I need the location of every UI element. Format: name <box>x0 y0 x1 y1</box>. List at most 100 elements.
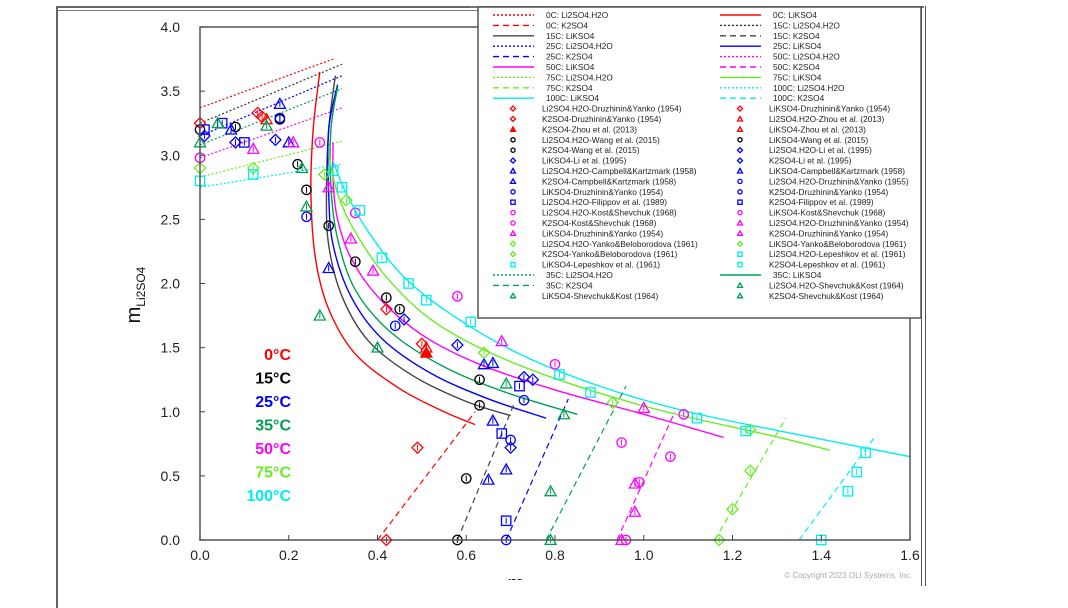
data-point-marker <box>495 334 509 347</box>
legend-marker-swatch <box>510 137 516 143</box>
series-line <box>456 401 516 540</box>
legend-label: 100C: Li2SO4.H2O <box>773 83 845 93</box>
y-tick-label: 2.5 <box>161 211 181 227</box>
legend-marker-swatch <box>737 209 743 216</box>
temperature-label: 0°C <box>264 347 291 364</box>
legend-label: Li2SO4.H2O-Shevchuk&Kost (1964) <box>769 280 904 290</box>
legend-label: 15C: Li2SO4.H2O <box>773 20 840 30</box>
y-tick-label: 3.0 <box>161 147 181 163</box>
legend-entry: 15C: Li2SO4.H2O <box>720 20 840 30</box>
legend-label: 75C: K2SO4 <box>546 83 593 93</box>
data-point <box>851 466 863 478</box>
legend-label: K2SO4-Campbell&Kartzmark (1958) <box>542 176 676 186</box>
legend-entry: 75C: K2SO4 <box>493 83 593 93</box>
data-point <box>247 169 259 180</box>
legend-marker-swatch <box>736 219 744 226</box>
data-point-marker <box>477 357 491 370</box>
data-point-marker <box>474 400 485 411</box>
legend-label: Li2SO4.H2O-Druzhinin&Yanko (1954) <box>769 218 909 228</box>
data-point-marker <box>499 376 513 389</box>
legend-label: Li2SO4.H2O-Druzhinin&Yanko (1954) <box>542 104 682 114</box>
data-point <box>336 181 348 193</box>
data-point <box>224 122 238 135</box>
legend-marker-swatch <box>736 157 744 165</box>
data-point <box>419 345 433 358</box>
series-line <box>798 437 875 540</box>
legend-label: 0C: Li2SO4.H2O <box>546 10 609 20</box>
legend-marker-swatch <box>510 189 516 195</box>
data-point <box>273 97 287 109</box>
data-point-marker <box>557 407 571 420</box>
legend-entry: Li2SO4.H2O-Wang et al. (2015) <box>510 135 660 145</box>
legend-entry: LiKSO4-Zhou et al. (2013) <box>736 124 866 134</box>
data-point <box>585 387 596 398</box>
legend-marker-swatch <box>737 199 743 205</box>
legend-entry: 35C: K2SO4 <box>493 280 593 290</box>
y-axis-title-main: m <box>123 307 145 324</box>
data-point-marker <box>349 256 361 268</box>
data-point-marker <box>450 338 464 352</box>
data-point <box>628 476 642 489</box>
data-point-marker <box>379 302 393 316</box>
data-point-marker <box>397 312 411 326</box>
legend-marker-swatch <box>509 291 517 299</box>
legend-label: 35C: Li2SO4.H2O <box>546 270 613 280</box>
legend-label: LiKSO4-Wang et al. (2015) <box>769 135 869 145</box>
legend-entry: K2SO4-Li et al. (1995) <box>736 156 852 166</box>
legend-label: Li2SO4.H2O-Wang et al. (2015) <box>542 135 660 145</box>
legend-entry: K2SO4-Druzhinin&Yanko (1954) <box>736 228 889 238</box>
data-point-marker <box>295 161 309 174</box>
legend-marker-swatch <box>510 199 516 205</box>
data-point <box>496 428 508 439</box>
data-point <box>726 502 739 516</box>
data-point-marker <box>549 358 561 370</box>
legend-label: K2SO4-Filippov et al. (1989) <box>769 197 874 207</box>
data-point-marker <box>504 441 518 455</box>
legend-entry: K2SO4-Lepeshkov et al. (1961) <box>737 260 885 270</box>
legend-marker-swatch <box>510 147 516 153</box>
data-point <box>269 133 282 147</box>
x-axis-title: mK2SO4 <box>507 573 563 580</box>
legend-marker-swatch <box>737 189 743 195</box>
data-point <box>397 312 411 326</box>
data-point <box>344 231 358 244</box>
legend-marker-swatch <box>736 229 744 237</box>
data-point <box>474 374 485 386</box>
legend-label: K2SO4-Li et al. (1995) <box>769 156 852 166</box>
y-tick-label: 0.0 <box>161 532 181 548</box>
data-point <box>486 413 500 426</box>
legend-label: K2SO4-Yanko&Beloborodova (1961) <box>542 249 678 259</box>
legend-label: K2SO4-Zhou et al. (2013) <box>542 124 637 134</box>
data-point <box>366 263 380 276</box>
data-point <box>394 303 406 315</box>
data-point <box>499 462 513 475</box>
legend-label: Li2SO4.H2O-Druzhinin&Yanko (1955) <box>769 176 909 186</box>
data-point <box>251 106 265 120</box>
legend-entry: LiKSO4-Druzhinin&Yanko (1954) <box>510 187 663 197</box>
legend-entry: K2SO4-Shevchuk&Kost (1964) <box>736 291 884 301</box>
data-point <box>637 401 651 413</box>
data-point-marker <box>247 169 259 180</box>
data-point-marker <box>269 133 282 147</box>
data-point <box>743 464 757 478</box>
data-point-marker <box>465 316 477 328</box>
y-tick-label: 2.0 <box>161 276 181 292</box>
legend-entry: K2SO4-Druzhinin&Yanko (1954) <box>737 187 889 197</box>
data-point <box>665 451 676 462</box>
series-line <box>714 417 787 540</box>
data-point-marker <box>486 413 500 426</box>
data-point-marker <box>379 533 393 547</box>
legend-entry: Li2SO4.H2O-Campbell&Kartzmark (1958) <box>509 166 697 176</box>
x-tick-label: 0.2 <box>279 547 299 563</box>
legend-entry: Li2SO4.H2O-Li et al. (1995) <box>736 145 872 155</box>
data-point <box>606 396 620 410</box>
legend-marker-swatch <box>737 137 743 143</box>
series-line <box>200 88 343 146</box>
data-point <box>518 394 530 406</box>
x-tick-label: 0.0 <box>190 547 210 563</box>
series-line <box>505 398 569 540</box>
legend-label: LiKSO4-Lepeshkov et al. (1961) <box>542 260 660 270</box>
data-point-marker <box>301 211 312 223</box>
legend-entry: 25C: Li2SO4.H2O <box>493 41 613 51</box>
data-point-marker <box>514 380 525 392</box>
